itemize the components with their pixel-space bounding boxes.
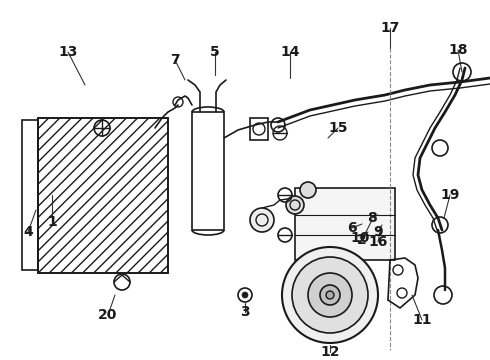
Text: 20: 20 — [98, 308, 118, 322]
Bar — [295, 188, 395, 260]
Circle shape — [282, 247, 378, 343]
Text: 9: 9 — [373, 225, 383, 239]
Text: 13: 13 — [58, 45, 78, 59]
Text: 1: 1 — [47, 215, 57, 229]
Bar — [22, 120, 38, 270]
Text: 2: 2 — [357, 233, 367, 247]
Text: 6: 6 — [347, 221, 357, 235]
Text: 15: 15 — [328, 121, 348, 135]
Bar — [302, 258, 347, 272]
Text: 11: 11 — [412, 313, 432, 327]
Text: 18: 18 — [448, 43, 468, 57]
Bar — [38, 118, 168, 273]
Circle shape — [242, 292, 248, 298]
Text: 10: 10 — [350, 231, 369, 245]
Circle shape — [286, 196, 304, 214]
Text: 5: 5 — [210, 45, 220, 59]
Text: 7: 7 — [170, 53, 180, 67]
Text: 3: 3 — [240, 305, 250, 319]
Circle shape — [250, 208, 274, 232]
Text: 14: 14 — [280, 45, 300, 59]
Text: 4: 4 — [23, 225, 33, 239]
Text: 8: 8 — [367, 211, 377, 225]
Bar — [192, 112, 224, 230]
Text: 19: 19 — [441, 188, 460, 202]
Text: 12: 12 — [320, 345, 340, 359]
Bar — [250, 118, 268, 140]
Text: 16: 16 — [368, 235, 388, 249]
Circle shape — [292, 257, 368, 333]
Circle shape — [308, 273, 352, 317]
Circle shape — [326, 291, 334, 299]
Circle shape — [300, 182, 316, 198]
Text: 17: 17 — [380, 21, 400, 35]
Circle shape — [320, 285, 340, 305]
